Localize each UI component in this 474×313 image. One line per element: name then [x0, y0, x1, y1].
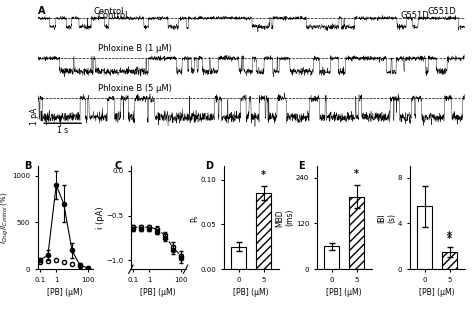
Bar [349, 197, 364, 269]
Text: Phloxine B (1 μM): Phloxine B (1 μM) [98, 44, 172, 53]
Text: D: D [205, 161, 213, 171]
X-axis label: [PB] (μM): [PB] (μM) [419, 288, 455, 297]
X-axis label: [PB] (μM): [PB] (μM) [327, 288, 362, 297]
Bar [256, 193, 271, 269]
Bar [231, 247, 246, 269]
Bar [417, 206, 432, 269]
Text: F: F [0, 312, 1, 313]
Text: *: * [447, 231, 452, 241]
Y-axis label: $I_{Drug}/I_{Control}$ (%): $I_{Drug}/I_{Control}$ (%) [0, 192, 11, 244]
Y-axis label: IBI
(s): IBI (s) [377, 213, 396, 223]
Text: A: A [38, 6, 46, 16]
Bar [324, 246, 339, 269]
Text: Control: Control [98, 11, 128, 20]
Text: C: C [115, 161, 122, 171]
Text: G551D: G551D [427, 8, 456, 17]
Text: 1 s: 1 s [57, 126, 68, 135]
X-axis label: [PB] (μM): [PB] (μM) [140, 288, 176, 297]
X-axis label: [PB] (μM): [PB] (μM) [47, 288, 83, 297]
Text: Control: Control [93, 8, 124, 17]
X-axis label: [PB] (μM): [PB] (μM) [233, 288, 269, 297]
Y-axis label: MBD
(ms): MBD (ms) [275, 209, 294, 227]
Y-axis label: Pₒ: Pₒ [190, 214, 199, 222]
Y-axis label: i (pA): i (pA) [96, 207, 105, 229]
Text: Phloxine B (5 μM): Phloxine B (5 μM) [98, 84, 172, 93]
Text: G551D: G551D [401, 11, 429, 20]
Bar [442, 252, 457, 269]
Text: *: * [354, 169, 359, 179]
Text: E: E [298, 161, 304, 171]
Text: B: B [24, 161, 32, 171]
Text: *: * [447, 234, 452, 244]
Text: 1 pA: 1 pA [30, 107, 39, 125]
Text: *: * [261, 170, 266, 180]
